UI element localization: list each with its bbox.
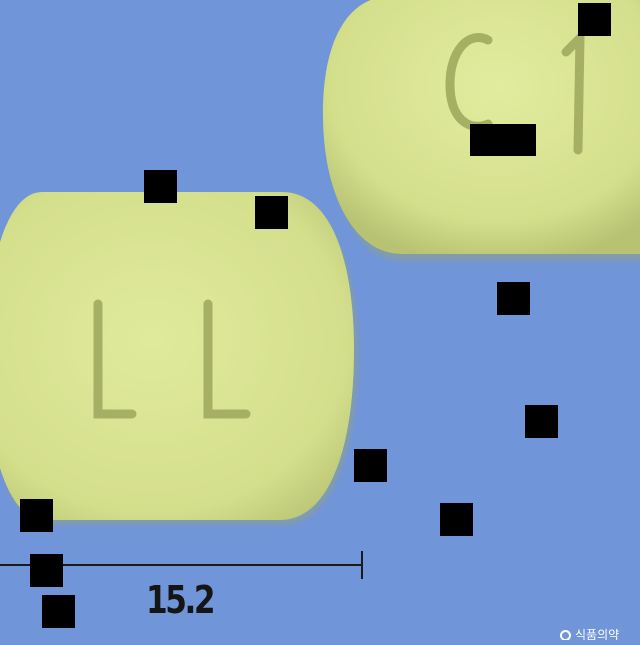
redaction-block bbox=[30, 554, 63, 587]
redaction-block bbox=[20, 499, 53, 532]
pill-left-imprint bbox=[93, 299, 251, 419]
redaction-block bbox=[470, 124, 536, 156]
redaction-block bbox=[578, 3, 611, 36]
redaction-blocks bbox=[20, 3, 611, 628]
circle-logo-icon bbox=[560, 630, 571, 640]
redaction-block bbox=[354, 449, 387, 482]
redaction-block bbox=[144, 170, 177, 203]
redaction-block bbox=[440, 503, 473, 536]
pill-left-body bbox=[0, 192, 354, 520]
watermark-text: 식품의약 bbox=[575, 628, 620, 640]
watermark: 식품의약 bbox=[560, 626, 640, 640]
redaction-block bbox=[525, 405, 558, 438]
redaction-block bbox=[42, 595, 75, 628]
redaction-block bbox=[497, 282, 530, 315]
scale-bar-label: 15.2 bbox=[146, 578, 216, 622]
redaction-block bbox=[255, 196, 288, 229]
pill-left bbox=[0, 192, 358, 525]
